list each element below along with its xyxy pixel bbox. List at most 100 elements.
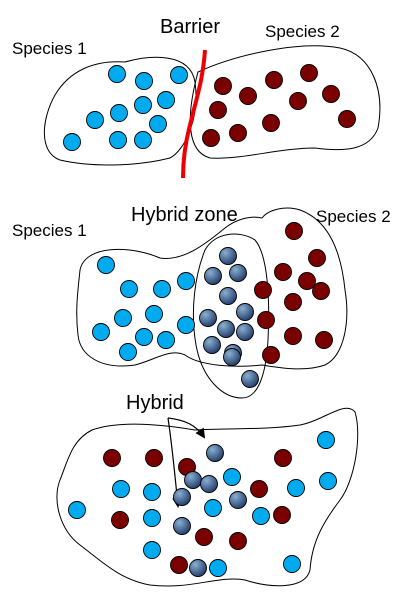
- hybrid-dot: [174, 518, 191, 535]
- panel-bottom: Hybrid: [57, 392, 358, 586]
- species2-dot: [112, 512, 129, 529]
- species2-dot: [215, 78, 232, 95]
- species1-dot: [121, 281, 138, 298]
- species2-dot: [146, 450, 163, 467]
- species1-dot: [144, 542, 161, 559]
- hybrid-dot: [230, 265, 247, 282]
- hybrid-dot: [200, 310, 217, 327]
- species1-dot: [284, 556, 301, 573]
- species2-dot: [274, 507, 291, 524]
- species2-dot: [171, 557, 188, 574]
- hybrid-dot: [237, 324, 254, 341]
- species2-dot: [316, 332, 333, 349]
- species1-dot: [318, 432, 335, 449]
- species1-dot: [87, 112, 104, 129]
- mixed-population-outline: [57, 408, 358, 586]
- hybrid-dot: [204, 337, 221, 354]
- species1-dot: [64, 134, 81, 151]
- species2-dot: [263, 115, 280, 132]
- dots-middle: [93, 223, 333, 388]
- label-species1-middle: Species 1: [12, 221, 87, 240]
- species1-dot: [224, 469, 241, 486]
- species2-dot: [210, 102, 227, 119]
- barrier-line: [183, 50, 205, 178]
- species1-dot: [144, 484, 161, 501]
- species1-dot: [150, 116, 167, 133]
- species1-dot: [136, 73, 153, 90]
- species2-dot: [275, 450, 292, 467]
- species2-dot: [240, 88, 257, 105]
- species1-dot: [120, 344, 137, 361]
- species1-dot: [115, 310, 132, 327]
- species1-dot: [178, 273, 195, 290]
- species1-dot: [158, 92, 175, 109]
- species1-dot: [205, 500, 222, 517]
- species1-dot: [158, 332, 175, 349]
- species1-dot: [69, 502, 86, 519]
- species1-dot: [93, 324, 110, 341]
- species1-dot: [320, 473, 337, 490]
- species1-dot: [178, 317, 195, 334]
- species2-dot: [230, 125, 247, 142]
- hybrid-dot: [237, 304, 254, 321]
- species2-dot: [313, 283, 330, 300]
- species2-dot: [286, 223, 303, 240]
- species1-dot: [288, 480, 305, 497]
- species2-dot: [266, 72, 283, 89]
- hybrid-dot: [201, 476, 218, 493]
- species2-dot: [275, 264, 292, 281]
- species1-dot: [136, 329, 153, 346]
- hybrid-dot: [174, 489, 191, 506]
- species1-dot: [113, 481, 130, 498]
- label-barrier: Barrier: [160, 16, 220, 38]
- species2-dot: [285, 294, 302, 311]
- species1-dot: [111, 105, 128, 122]
- species1-dot: [135, 97, 152, 114]
- species2-dot: [263, 347, 280, 364]
- species2-dot: [203, 130, 220, 147]
- hybrid-dot: [185, 472, 202, 489]
- hybrid-dot: [218, 321, 235, 338]
- dots-bottom: [69, 432, 337, 577]
- label-species1-top: Species 1: [12, 39, 87, 58]
- dots-top: [64, 65, 356, 151]
- species1-dot: [146, 306, 163, 323]
- species2-dot: [285, 328, 302, 345]
- species2-dot: [339, 111, 356, 128]
- species1-dot: [144, 510, 161, 527]
- species2-dot: [323, 86, 340, 103]
- species1-dot: [110, 132, 127, 149]
- hybrid-dot: [230, 492, 247, 509]
- hybrid-arrow-right: [168, 418, 204, 437]
- species2-dot: [299, 273, 316, 290]
- hybrid-dot: [224, 349, 241, 366]
- panel-top: Species 1 Barrier Species 2: [12, 16, 380, 178]
- species2-dot: [290, 93, 307, 110]
- species2-dot: [258, 312, 275, 329]
- species1-dot: [154, 281, 171, 298]
- hybrid-dot: [242, 371, 259, 388]
- label-species2-top: Species 2: [265, 22, 340, 41]
- species1-dot: [210, 560, 227, 577]
- species2-dot: [196, 529, 213, 546]
- label-species2-middle: Species 2: [316, 207, 391, 226]
- species2-dot: [104, 450, 121, 467]
- label-hybrid-zone: Hybrid zone: [131, 204, 238, 226]
- hybrid-dot: [207, 445, 224, 462]
- species1-dot: [135, 132, 152, 149]
- panel-middle: Species 1 Hybrid zone Species 2: [12, 204, 391, 398]
- species2-dot: [255, 282, 272, 299]
- species2-dot: [230, 533, 247, 550]
- species2-dot: [309, 250, 326, 267]
- hybrid-dot: [220, 248, 237, 265]
- species1-dot: [109, 66, 126, 83]
- species1-dot: [253, 508, 270, 525]
- hybrid-dot: [220, 288, 237, 305]
- species1-dot: [171, 67, 188, 84]
- species2-dot: [301, 65, 318, 82]
- hybrid-dot: [205, 268, 222, 285]
- species1-dot: [98, 257, 115, 274]
- label-hybrid: Hybrid: [126, 392, 184, 414]
- species2-dot: [251, 481, 268, 498]
